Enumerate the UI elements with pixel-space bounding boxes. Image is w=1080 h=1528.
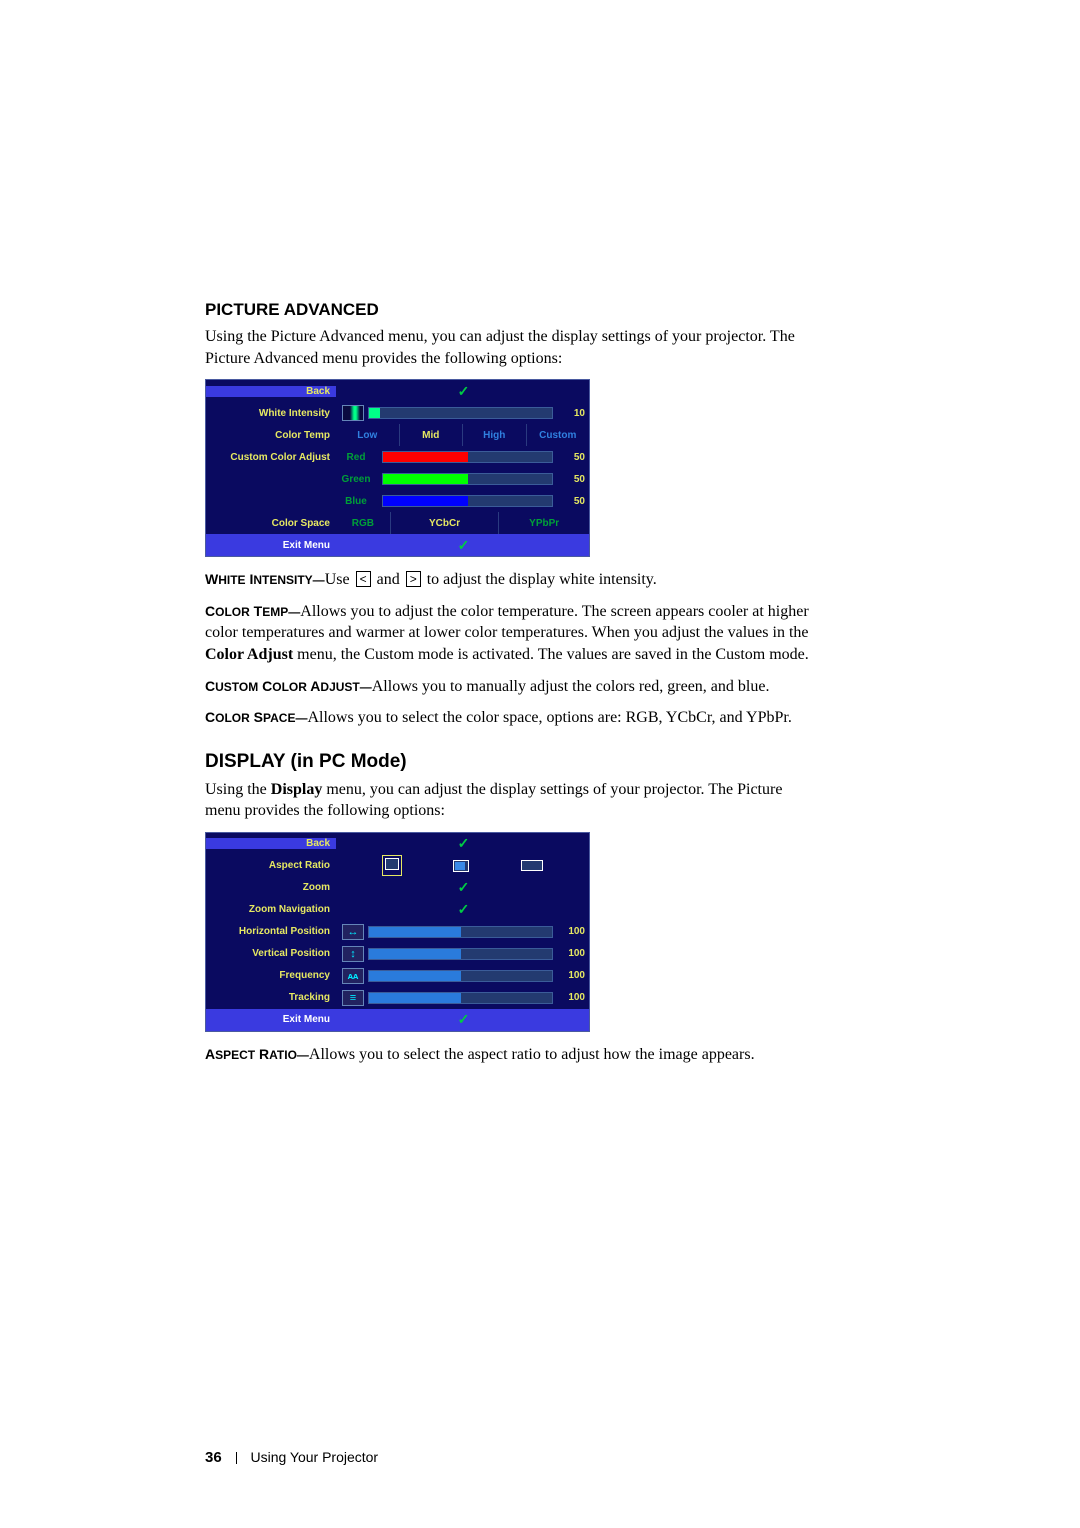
check-icon: ✓: [458, 901, 470, 918]
osd2-row-exit[interactable]: Exit Menu ✓: [206, 1009, 589, 1031]
osd2-row-zoom[interactable]: Zoom ✓: [206, 877, 589, 899]
check-icon: ✓: [458, 879, 470, 896]
desc-aspect-ratio: ASPECT RATIO—Allows you to select the as…: [205, 1044, 815, 1066]
check-icon: ✓: [458, 537, 470, 554]
footer-divider: [236, 1452, 237, 1464]
osd-label-ct: Color Temp: [206, 430, 336, 441]
slider-fill: [369, 408, 380, 418]
desc-custom-color-adjust: CUSTOM COLOR ADJUST—Allows you to manual…: [205, 676, 815, 698]
page-number: 36: [205, 1449, 222, 1466]
osd2-row-zoom-nav[interactable]: Zoom Navigation ✓: [206, 899, 589, 921]
chapter-title: Using Your Projector: [250, 1449, 378, 1465]
page-footer: 36 Using Your Projector: [205, 1449, 378, 1466]
osd-row-exit[interactable]: Exit Menu ✓: [206, 534, 589, 556]
color-temp-options: Low Mid High Custom: [336, 424, 589, 446]
frequency-icon: ᴀᴀ: [342, 968, 364, 984]
osd-label-back: Back: [206, 386, 336, 397]
white-intensity-icon: [342, 405, 364, 421]
aspect-ratio-options: [336, 855, 589, 876]
osd-picture-advanced: Back ✓ White Intensity 10 Color Temp Low…: [205, 379, 590, 557]
check-icon: ✓: [458, 835, 470, 852]
osd-row-cca-blue[interactable]: Blue 50: [206, 490, 589, 512]
osd2-row-back[interactable]: Back ✓: [206, 833, 589, 855]
osd-label-cs: Color Space: [206, 518, 336, 529]
page: PICTURE ADVANCED Using the Picture Advan…: [0, 0, 1080, 1528]
heading-picture-advanced: PICTURE ADVANCED: [205, 300, 815, 320]
tracking-icon: ≡: [342, 990, 364, 1006]
heading-display-pc: DISPLAY (in PC Mode): [205, 751, 815, 773]
opt-mid[interactable]: Mid: [399, 424, 463, 446]
osd-row-back[interactable]: Back ✓: [206, 380, 589, 402]
opt-low[interactable]: Low: [336, 424, 399, 446]
right-key-icon: >: [406, 571, 421, 587]
intro-picture-advanced: Using the Picture Advanced menu, you can…: [205, 326, 815, 369]
slider-value: 10: [557, 408, 585, 419]
desc-color-space: COLOR SPACE—Allows you to select the col…: [205, 707, 815, 729]
color-label-red: Red: [336, 452, 376, 463]
osd-label-wi: White Intensity: [206, 408, 336, 419]
osd-row-cca-green[interactable]: Green 50: [206, 468, 589, 490]
osd-row-color-temp[interactable]: Color Temp Low Mid High Custom: [206, 424, 589, 446]
color-label-blue: Blue: [336, 496, 376, 507]
opt-ypbpr[interactable]: YPbPr: [498, 512, 589, 534]
check-icon: ✓: [458, 1011, 470, 1028]
osd2-row-tracking[interactable]: Tracking ≡ 100: [206, 987, 589, 1009]
check-icon: ✓: [458, 383, 470, 400]
osd-label-cca: Custom Color Adjust: [206, 452, 336, 463]
osd-row-color-space[interactable]: Color Space RGB YCbCr YPbPr: [206, 512, 589, 534]
aspect-4-3-icon[interactable]: [382, 855, 402, 876]
osd-row-white-intensity[interactable]: White Intensity 10: [206, 402, 589, 424]
osd-row-cca-red[interactable]: Custom Color Adjust Red 50: [206, 446, 589, 468]
left-key-icon: <: [356, 571, 371, 587]
osd-label-exit: Exit Menu: [206, 540, 336, 551]
desc-color-temp: COLOR TEMP—Allows you to adjust the colo…: [205, 601, 815, 666]
desc-white-intensity: WHITE INTENSITY—Use < and > to adjust th…: [205, 569, 815, 591]
aspect-wide-icon[interactable]: [521, 860, 543, 871]
osd2-row-hpos[interactable]: Horizontal Position ↔ 100: [206, 921, 589, 943]
osd2-row-vpos[interactable]: Vertical Position ↕ 100: [206, 943, 589, 965]
osd2-row-freq[interactable]: Frequency ᴀᴀ 100: [206, 965, 589, 987]
slider-track: [368, 407, 553, 419]
color-label-green: Green: [336, 474, 376, 485]
opt-custom[interactable]: Custom: [526, 424, 590, 446]
intro-display-pc: Using the Display menu, you can adjust t…: [205, 779, 815, 822]
aspect-16-9-icon[interactable]: [453, 860, 469, 872]
opt-rgb[interactable]: RGB: [336, 512, 390, 534]
osd-display-pc: Back ✓ Aspect Ratio Zoom ✓ Zoom Navigati…: [205, 832, 590, 1032]
osd2-row-aspect[interactable]: Aspect Ratio: [206, 855, 589, 877]
vertical-icon: ↕: [342, 946, 364, 962]
opt-ycbcr[interactable]: YCbCr: [390, 512, 499, 534]
horizontal-icon: ↔: [342, 924, 364, 940]
opt-high[interactable]: High: [462, 424, 526, 446]
